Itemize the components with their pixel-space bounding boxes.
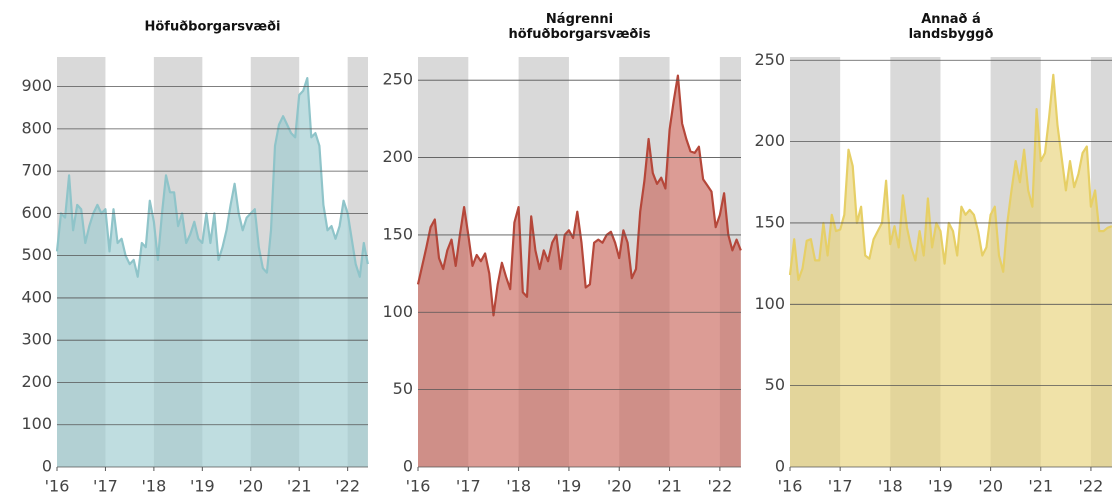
x-tick-label: '16 [45,477,70,496]
x-tick-label: '21 [287,477,312,496]
x-tick-label: '18 [142,477,167,496]
x-tick-label: '17 [93,477,118,496]
y-tick-label: 100 [382,302,413,321]
y-tick-label: 100 [754,294,785,313]
line [788,73,1112,281]
y-tick-label: 0 [775,457,785,476]
x-tick-label: '22 [335,477,360,496]
y-tick-label: 400 [21,287,52,306]
panel-title: höfuðborgarsvæðis [508,27,650,42]
y-tick-label: 250 [382,70,413,89]
area [57,78,368,467]
area [790,74,1112,468]
y-tick-label: 200 [754,131,785,150]
y-tick-label: 300 [21,330,52,349]
x-tick-label: '16 [778,477,803,496]
x-tick-label: '18 [878,477,903,496]
y-tick-label: 250 [754,50,785,69]
y-tick-label: 200 [21,372,52,391]
y-tick-label: 200 [382,147,413,166]
x-tick-label: '18 [506,477,531,496]
area [418,75,741,467]
x-tick-label: '19 [190,477,215,496]
y-tick-label: 600 [21,203,52,222]
y-tick-label: 500 [21,245,52,264]
y-tick-label: 0 [403,457,413,476]
x-tick-label: '20 [978,477,1003,496]
panel-title: Annað á [921,12,981,27]
panel-title: Höfuðborgarsvæði [144,20,280,35]
y-tick-label: 0 [42,457,52,476]
x-tick-label: '19 [557,477,582,496]
y-tick-label: 50 [393,379,413,398]
y-tick-label: 50 [765,375,785,394]
y-tick-label: 900 [21,76,52,95]
x-tick-label: '16 [406,477,431,496]
x-tick-label: '17 [828,477,853,496]
y-tick-label: 100 [21,414,52,433]
panel-title: landsbyggð [909,27,994,42]
x-tick-label: '21 [657,477,682,496]
panel-title: Nágrenni [546,12,613,27]
line [55,77,369,278]
y-tick-label: 150 [754,212,785,231]
y-tick-label: 700 [21,161,52,180]
x-tick-label: '20 [238,477,263,496]
y-tick-label: 150 [382,224,413,243]
x-tick-label: '19 [928,477,953,496]
x-tick-label: '22 [707,477,732,496]
x-tick-label: '17 [456,477,481,496]
x-tick-label: '21 [1028,477,1053,496]
x-tick-label: '22 [1079,477,1104,496]
x-tick-label: '20 [607,477,632,496]
y-tick-label: 800 [21,118,52,137]
line [416,74,742,317]
